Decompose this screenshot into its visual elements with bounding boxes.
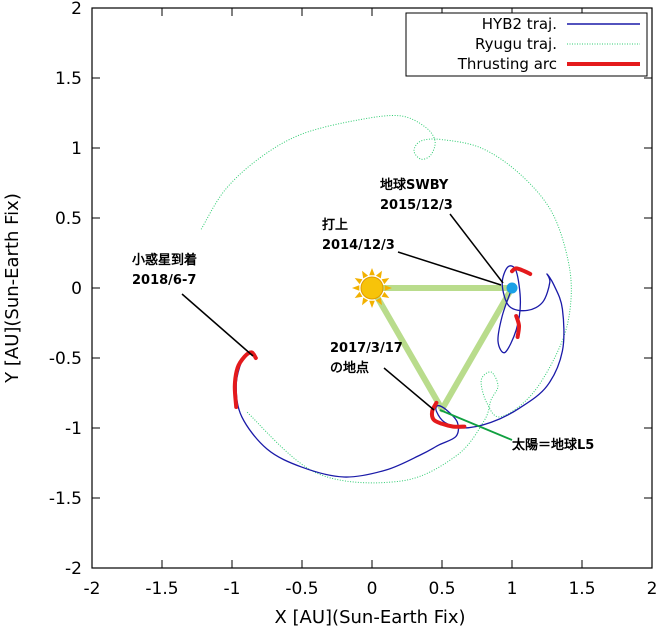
y-tick-label: -2 bbox=[65, 559, 82, 579]
x-tick-label: 2 bbox=[647, 579, 658, 599]
leader-line-asteroid-arrival bbox=[181, 293, 254, 357]
sun-ray bbox=[354, 291, 363, 298]
sun-ray bbox=[375, 270, 382, 279]
sun-icon bbox=[352, 268, 392, 308]
x-tick-label: -1.5 bbox=[145, 579, 178, 599]
x-tick-label: -2 bbox=[84, 579, 101, 599]
annotation-2017-point-line2: の地点 bbox=[330, 360, 369, 376]
annotation-2017-point: 2017/3/17 の地点 bbox=[330, 341, 435, 411]
y-tick-label: -0.5 bbox=[49, 349, 82, 369]
legend-label-thrust: Thrusting arc bbox=[457, 55, 557, 73]
annotation-launch-line2: 2014/12/3 bbox=[322, 238, 395, 253]
annotation-earth-swby: 地球SWBY 2015/12/3 bbox=[380, 177, 504, 284]
y-tick-label: 0.5 bbox=[55, 209, 82, 229]
ryugu-trajectory bbox=[200, 115, 572, 484]
annotation-asteroid-arrival-line1: 小惑星到着 bbox=[132, 252, 197, 268]
sun-ray bbox=[375, 297, 382, 306]
legend: HYB2 traj. Ryugu traj. Thrusting arc bbox=[405, 12, 648, 77]
annotation-launch-line1: 打上 bbox=[322, 217, 348, 233]
annotation-2017-point-line1: 2017/3/17 bbox=[330, 341, 403, 356]
sun-ray bbox=[369, 268, 375, 276]
triangle-edge bbox=[439, 285, 515, 413]
annotation-l5: 太陽＝地球L5 bbox=[439, 409, 594, 453]
leader-line-launch bbox=[397, 251, 502, 286]
x-tick-label: 1 bbox=[507, 579, 518, 599]
thrusting-arc-segment bbox=[429, 400, 467, 429]
ryugu-trajectory-line bbox=[200, 115, 572, 484]
thrusting-arcs bbox=[232, 266, 533, 429]
leader-line-l5 bbox=[439, 409, 513, 441]
sun-ray bbox=[362, 270, 369, 279]
earth-marker bbox=[506, 282, 518, 294]
y-tick-label: -1.5 bbox=[49, 489, 82, 509]
sun-ray bbox=[381, 291, 390, 298]
x-axis-title: X [AU](Sun-Earth Fix) bbox=[274, 607, 465, 628]
annotation-asteroid-arrival-line2: 2018/6-7 bbox=[132, 273, 196, 288]
legend-label-hyb2: HYB2 traj. bbox=[482, 15, 557, 33]
annotation-layer: 地球SWBY 2015/12/3 打上 2014/12/3 小惑星到着 2018… bbox=[132, 177, 594, 453]
y-tick-label: 0 bbox=[71, 279, 82, 299]
y-axis-ticks: -2 -1.5 -1 -0.5 0 0.5 1 1.5 2 bbox=[49, 0, 652, 579]
y-tick-label: -1 bbox=[65, 419, 82, 439]
annotation-earth-swby-line1: 地球SWBY bbox=[380, 177, 449, 193]
sun-earth-l5-triangle bbox=[369, 285, 515, 413]
sun-ray bbox=[362, 297, 369, 306]
x-tick-label: 1.5 bbox=[568, 579, 595, 599]
x-tick-label: 0.5 bbox=[428, 579, 455, 599]
y-tick-label: 1.5 bbox=[55, 69, 82, 89]
annotation-earth-swby-line2: 2015/12/3 bbox=[380, 198, 453, 213]
x-tick-label: 0 bbox=[367, 579, 378, 599]
thrusting-arc-segment bbox=[510, 266, 533, 276]
sun-ray bbox=[381, 278, 390, 285]
thrusting-arc-segment bbox=[232, 350, 258, 409]
sun-disc bbox=[360, 276, 384, 300]
y-axis-title: Y [AU](Sun-Earth Fix) bbox=[2, 193, 23, 384]
sun-ray bbox=[369, 300, 375, 308]
leader-line-earth-swby bbox=[449, 213, 504, 284]
leader-line-2017-point bbox=[383, 367, 435, 411]
x-axis-ticks: -2 -1.5 -1 -0.5 0 0.5 1 1.5 2 bbox=[84, 8, 658, 599]
sun-ray bbox=[384, 285, 392, 291]
thrusting-arc-segment bbox=[514, 314, 522, 339]
legend-label-ryugu: Ryugu traj. bbox=[475, 35, 557, 53]
annotation-asteroid-arrival: 小惑星到着 2018/6-7 bbox=[132, 252, 254, 357]
y-tick-label: 2 bbox=[71, 0, 82, 19]
x-tick-label: -0.5 bbox=[285, 579, 318, 599]
x-tick-label: -1 bbox=[224, 579, 241, 599]
sun-ray bbox=[352, 285, 360, 291]
annotation-l5-label: 太陽＝地球L5 bbox=[511, 437, 594, 453]
y-tick-label: 1 bbox=[71, 139, 82, 159]
triangle-edge bbox=[369, 285, 445, 413]
annotation-launch: 打上 2014/12/3 bbox=[322, 217, 502, 286]
sun-ray bbox=[354, 278, 363, 285]
